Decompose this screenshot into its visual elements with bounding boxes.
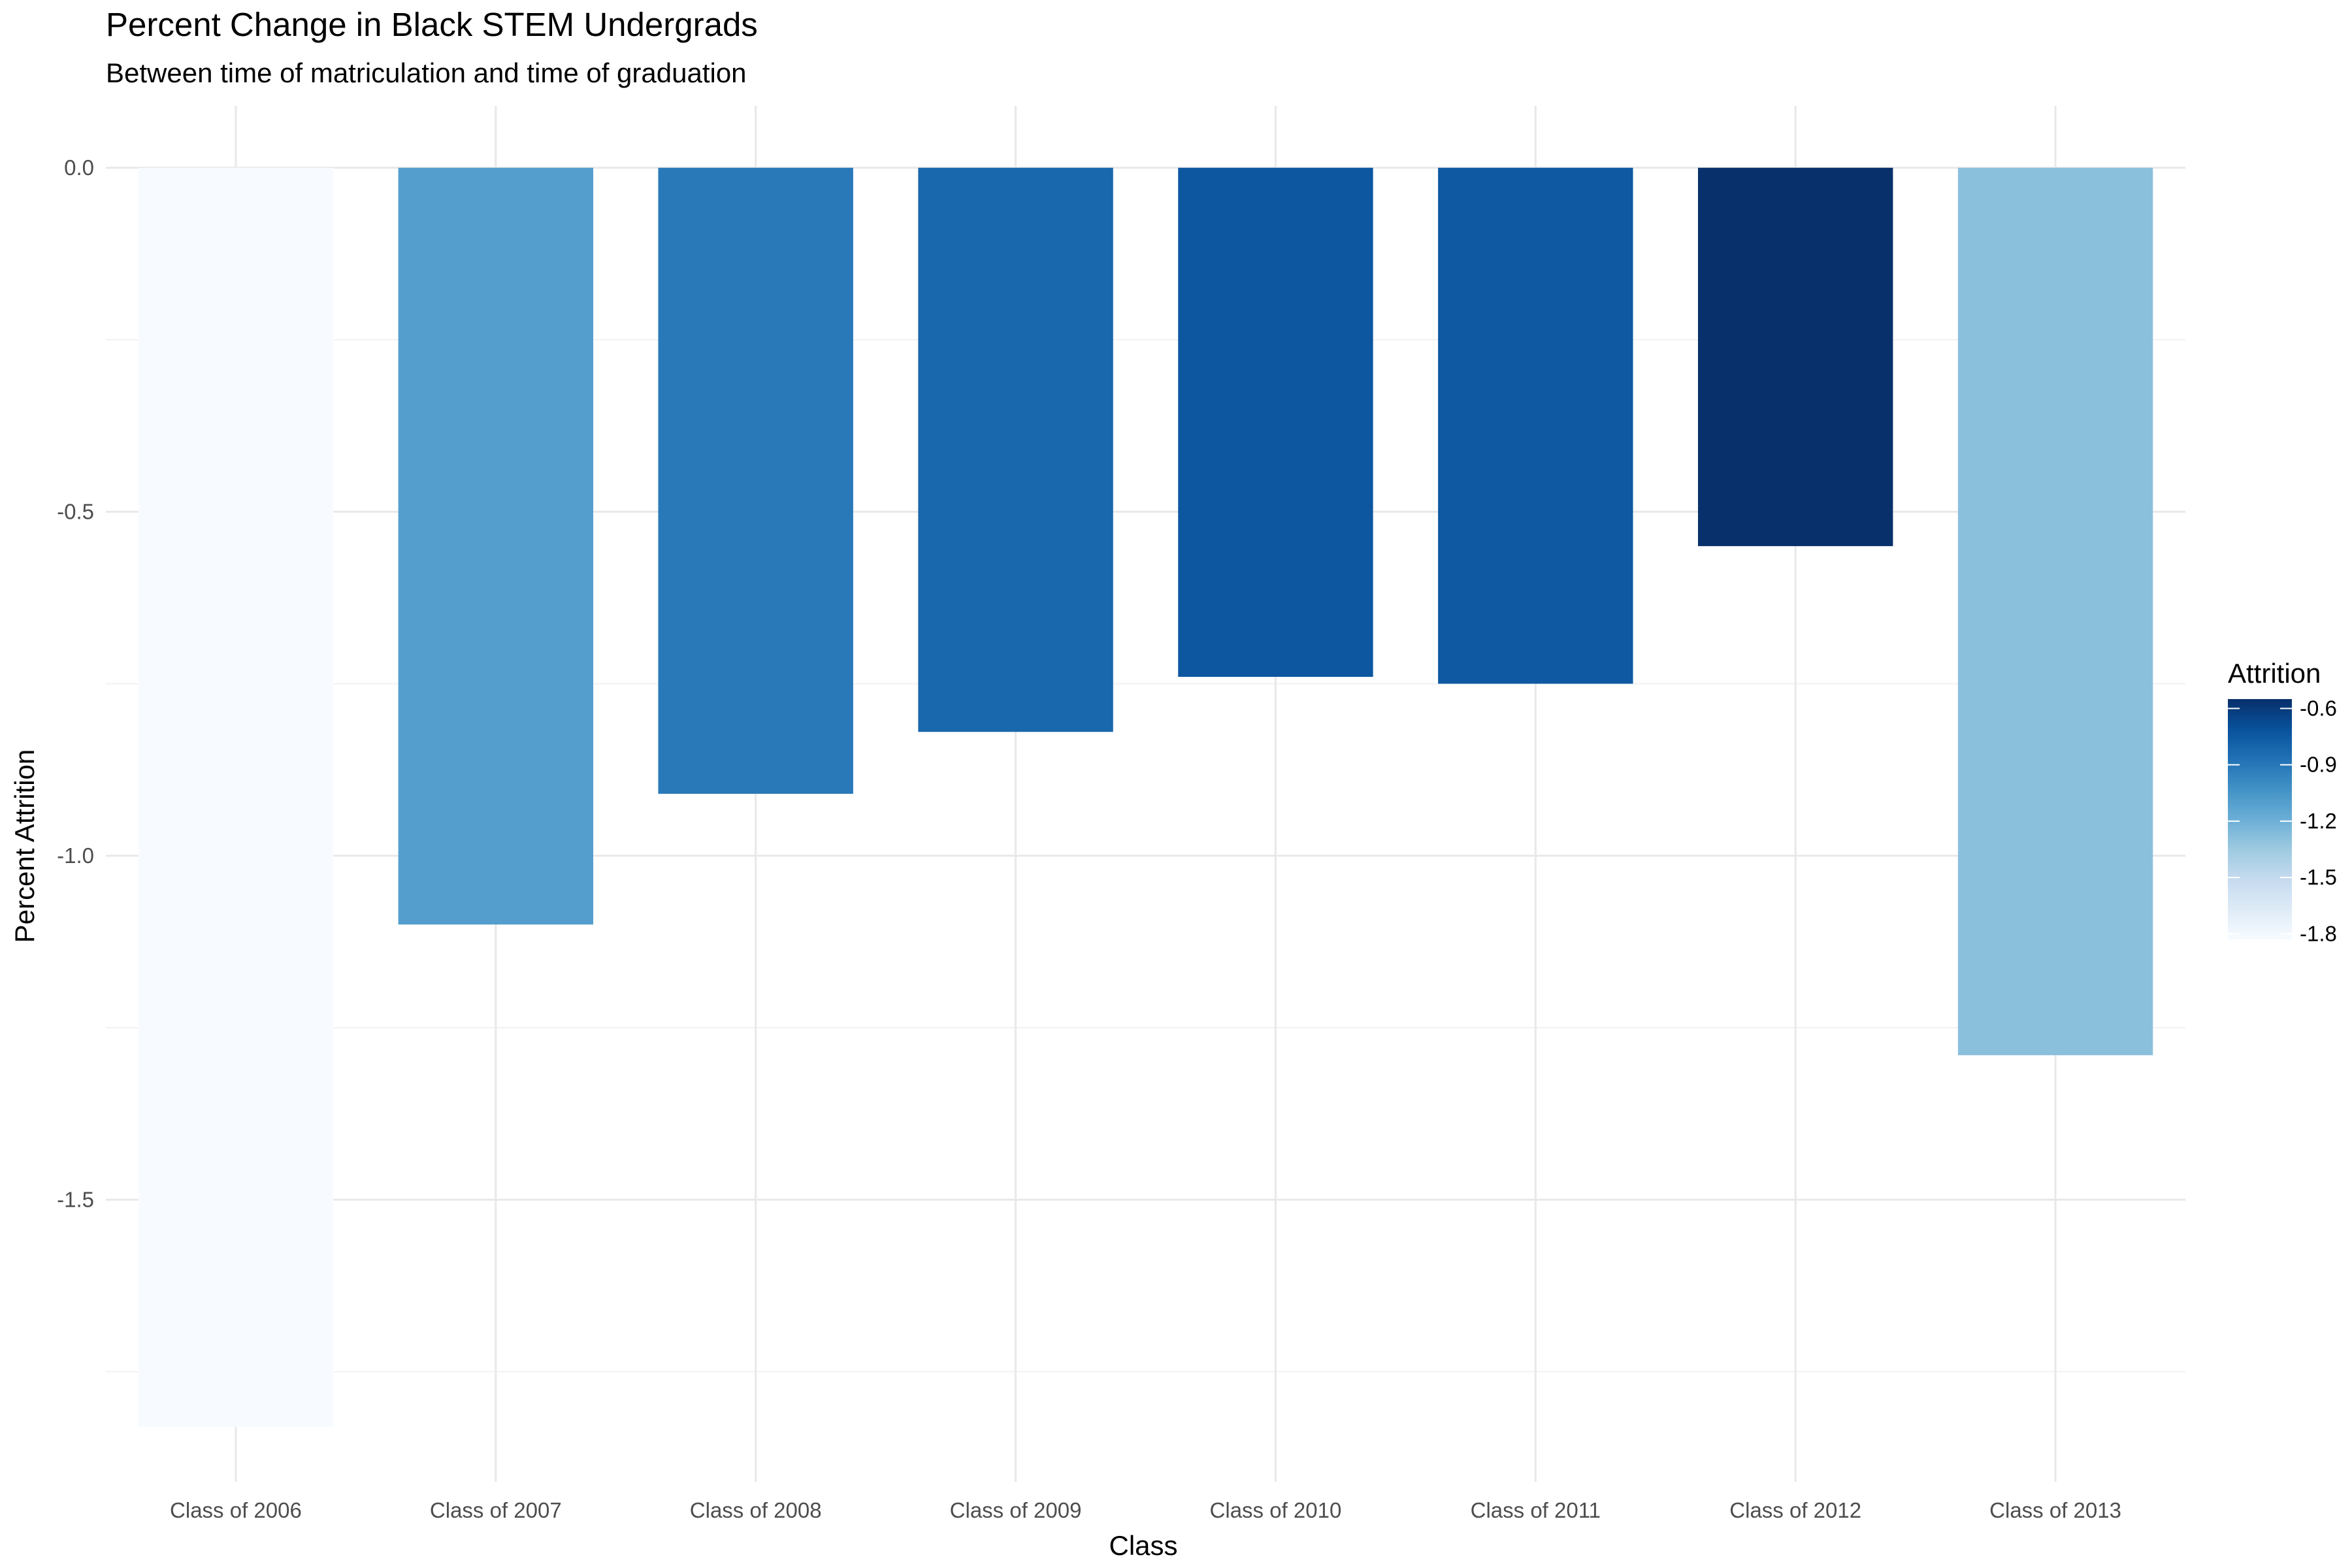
- x-tick-label: Class of 2010: [1210, 1498, 1342, 1522]
- legend-label: -1.5: [2300, 865, 2337, 889]
- legend-label: -0.6: [2300, 696, 2337, 720]
- x-tick-label: Class of 2009: [950, 1498, 1082, 1522]
- bar: [1178, 167, 1373, 677]
- legend-ticks: -0.6 -0.9 -1.2 -1.5 -1.8: [2228, 696, 2337, 945]
- bar: [138, 167, 334, 1427]
- legend: Attrition -0.6 -0.9 -1.2 -1.5 -1.8: [2228, 658, 2337, 945]
- x-tick-label: Class of 2012: [1729, 1498, 1861, 1522]
- y-tick-label: -1.5: [57, 1187, 94, 1211]
- legend-label: -1.8: [2300, 921, 2337, 945]
- y-axis-title: Percent Attrition: [9, 749, 40, 943]
- bar: [1957, 167, 2153, 1056]
- y-tick-label: -1.0: [57, 843, 94, 868]
- bar-layer: [138, 167, 2153, 1427]
- bar: [1697, 167, 1893, 546]
- legend-title: Attrition: [2228, 658, 2321, 689]
- bar: [1438, 167, 1633, 684]
- bar: [918, 167, 1113, 732]
- x-tick-label: Class of 2008: [690, 1498, 822, 1522]
- x-tick-label: Class of 2011: [1471, 1498, 1601, 1522]
- legend-label: -1.2: [2300, 809, 2337, 833]
- bar: [658, 167, 853, 794]
- legend-colorbar: [2228, 699, 2292, 939]
- legend-label: -0.9: [2300, 753, 2337, 777]
- x-tick-label: Class of 2013: [1989, 1498, 2121, 1522]
- x-tick-label: Class of 2007: [430, 1498, 562, 1522]
- tick-layer: 0.0 -0.5 -1.0 -1.5 Class of 2006 Class of 200…: [57, 155, 2121, 1522]
- bar: [398, 167, 594, 925]
- chart-title: Percent Change in Black STEM Undergrads: [106, 6, 758, 43]
- y-tick-label: -0.5: [57, 499, 94, 523]
- chart-subtitle: Between time of matriculation and time o…: [106, 57, 747, 88]
- y-tick-label: 0.0: [64, 155, 94, 180]
- x-axis-title: Class: [1109, 1530, 1177, 1561]
- x-tick-label: Class of 2006: [170, 1498, 302, 1522]
